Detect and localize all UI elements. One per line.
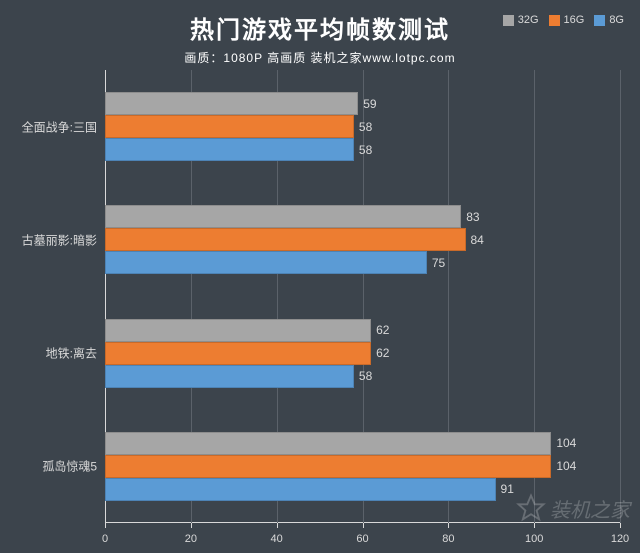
legend-item: 32G xyxy=(503,14,539,26)
bar-value-label: 104 xyxy=(550,459,576,473)
bar-group: 古墓丽影:暗影838475 xyxy=(105,205,620,274)
x-tick xyxy=(277,523,278,528)
x-tick xyxy=(620,523,621,528)
bar: 104 xyxy=(105,455,551,478)
legend-swatch xyxy=(549,15,560,26)
chart-subtitle: 画质：1080P 高画质 装机之家www.lotpc.com xyxy=(0,45,640,66)
legend-label: 32G xyxy=(518,14,539,26)
chart-legend: 32G 16G 8G xyxy=(503,14,624,26)
bar-value-label: 75 xyxy=(426,256,445,270)
legend-label: 16G xyxy=(564,14,585,26)
x-tick-label: 100 xyxy=(525,533,543,545)
bar-group: 全面战争:三国595858 xyxy=(105,92,620,161)
x-tick-label: 60 xyxy=(356,533,368,545)
bar-value-label: 59 xyxy=(357,97,376,111)
x-tick-label: 0 xyxy=(102,533,108,545)
legend-swatch xyxy=(594,15,605,26)
category-label: 地铁:离去 xyxy=(46,345,105,362)
legend-swatch xyxy=(503,15,514,26)
bar: 75 xyxy=(105,251,427,274)
bar-value-label: 91 xyxy=(495,482,514,496)
bar-value-label: 84 xyxy=(465,233,484,247)
chart-container: 热门游戏平均帧数测试 画质：1080P 高画质 装机之家www.lotpc.co… xyxy=(0,0,640,553)
category-label: 古墓丽影:暗影 xyxy=(22,231,105,248)
legend-label: 8G xyxy=(609,14,624,26)
bar: 62 xyxy=(105,319,371,342)
x-tick xyxy=(191,523,192,528)
x-tick-label: 40 xyxy=(271,533,283,545)
category-label: 孤岛惊魂5 xyxy=(42,458,105,475)
x-tick-label: 120 xyxy=(611,533,629,545)
bar-value-label: 58 xyxy=(353,369,372,383)
bar: 58 xyxy=(105,138,354,161)
bar-value-label: 58 xyxy=(353,143,372,157)
legend-item: 16G xyxy=(549,14,585,26)
bar: 62 xyxy=(105,342,371,365)
bar-value-label: 62 xyxy=(370,346,389,360)
bar: 58 xyxy=(105,115,354,138)
bar: 83 xyxy=(105,205,461,228)
bar-group: 地铁:离去626258 xyxy=(105,319,620,388)
legend-item: 8G xyxy=(594,14,624,26)
plot-area: 020406080100120全面战争:三国595858古墓丽影:暗影83847… xyxy=(105,70,620,523)
category-label: 全面战争:三国 xyxy=(22,118,105,135)
bar-value-label: 58 xyxy=(353,120,372,134)
x-tick-label: 20 xyxy=(185,533,197,545)
bar-value-label: 104 xyxy=(550,436,576,450)
x-tick xyxy=(448,523,449,528)
x-tick xyxy=(363,523,364,528)
bar: 84 xyxy=(105,228,466,251)
bar: 58 xyxy=(105,365,354,388)
bar: 59 xyxy=(105,92,358,115)
x-tick xyxy=(534,523,535,528)
bar: 91 xyxy=(105,478,496,501)
bar: 104 xyxy=(105,432,551,455)
x-tick xyxy=(105,523,106,528)
bar-group: 孤岛惊魂510410491 xyxy=(105,432,620,501)
bar-value-label: 83 xyxy=(460,210,479,224)
bar-value-label: 62 xyxy=(370,323,389,337)
x-tick-label: 80 xyxy=(442,533,454,545)
gridline xyxy=(620,70,621,523)
